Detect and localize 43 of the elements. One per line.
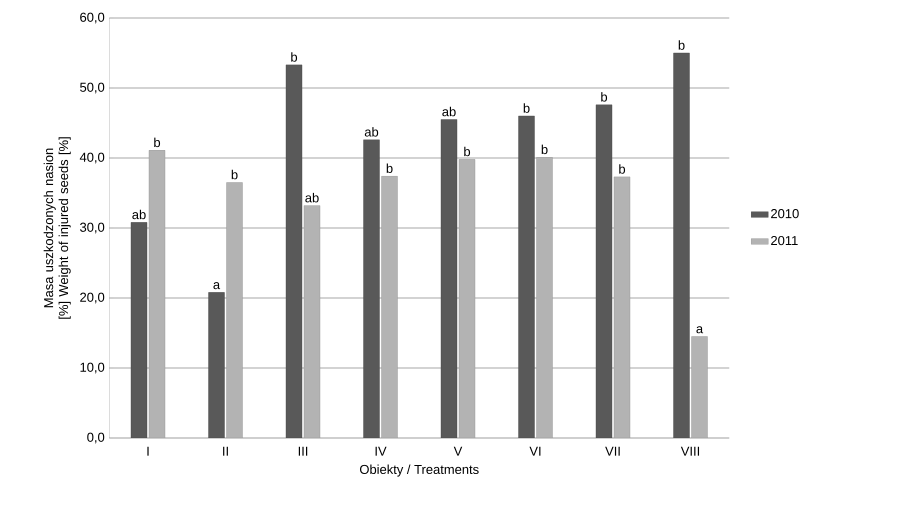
x-tick-label: III [298,446,308,456]
y-tick-label: 30,0 [80,222,104,234]
annotation: b [678,40,685,50]
x-tick-label: V [454,446,462,456]
annotation: b [464,146,470,156]
bar [596,104,612,438]
y-tick-label: 50,0 [80,82,104,94]
x-tick-label: VI [529,446,540,456]
y-tick-label: 60,0 [80,12,104,24]
x-tick-label: I [147,446,149,456]
annotation: b [601,92,608,102]
annotation: a [213,282,220,290]
bar [440,119,458,438]
annotation: ab [305,192,319,202]
bar [286,64,302,438]
x-tick-label: VII [605,446,620,456]
x-tick-label: VIII [680,446,700,456]
legend-label: 2011 [771,236,798,246]
annotation: ab [364,127,378,137]
annotation: b [619,164,626,174]
annotation: b [524,103,530,113]
annotation: ab [132,210,146,220]
y-tick-label: 10,0 [80,362,104,374]
x-tick-label: IV [376,446,387,456]
bar [363,140,380,438]
bar [673,52,690,438]
annotation: ab [442,106,456,116]
annotation: b [232,170,238,180]
legend-label: 2010 [771,209,799,218]
bar [130,222,148,438]
annotation: b [542,144,548,154]
y-tick-label: 40,0 [80,152,104,164]
annotation: a [696,326,704,334]
bar [518,116,535,438]
annotation: b [386,163,393,174]
x-tick-label: II [223,446,228,456]
annotation: b [291,52,298,62]
annotation: b [154,138,160,148]
x-axis-title: Obiekty / Treatments [360,464,479,477]
y-tick-label: 0,0 [87,432,104,444]
y-axis-title: Masa uszkodzonych nasion [%] Weight of injured seeds [%] [44,137,71,319]
bar [208,292,225,438]
y-tick-label: 20,0 [80,292,104,304]
